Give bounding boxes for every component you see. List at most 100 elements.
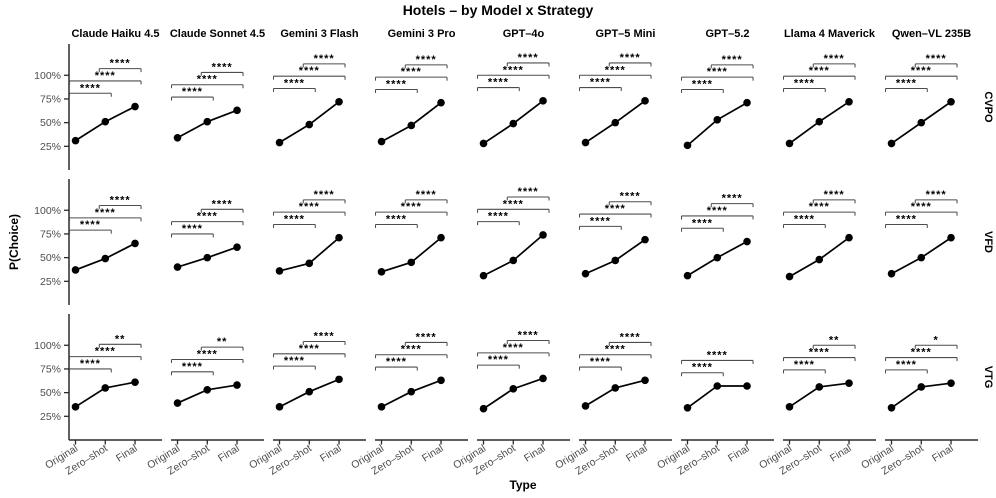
data-point [887,269,896,278]
facet-title: Claude Sonnet 4.5 [170,28,265,40]
sig-label: **** [386,356,407,368]
data-point [407,387,416,396]
sig-label: **** [110,195,131,207]
data-point [683,141,692,150]
x-tick-label: Final [828,442,854,464]
sig-label: **** [488,354,509,366]
data-point [305,120,314,129]
sig-label: **** [926,189,947,201]
facet-title: GPT–4o [503,28,545,40]
facet-title: Claude Haiku 4.5 [71,28,159,40]
data-point [275,138,284,147]
sig-label: **** [416,54,437,66]
trend-line [483,234,544,277]
sig-label: **** [692,78,713,90]
data-point [539,97,547,105]
data-point [173,263,182,271]
sig-label: ** [217,336,228,348]
data-point [233,381,241,389]
data-point [509,385,518,393]
x-tick-label: Final [726,442,752,464]
sig-label: **** [284,355,305,367]
sig-label: **** [284,213,305,225]
facet-title: Llama 4 Maverick [784,28,876,40]
data-point [845,97,853,106]
data-point [641,376,649,385]
data-point [611,118,620,127]
sig-label: **** [809,201,830,213]
sig-label: **** [605,64,626,76]
data-point [947,379,955,387]
data-point [173,399,182,407]
sig-label: **** [620,331,641,343]
row-strip-label: VFD [982,231,994,253]
y-tick-label: 25% [40,411,61,423]
sig-label: **** [605,203,626,215]
trend-line [381,237,442,273]
data-point [479,404,488,413]
data-point [917,118,926,127]
data-point [131,102,139,111]
facet-title: Qwen–VL 235B [892,28,971,40]
data-point [479,271,488,280]
sig-label: **** [809,347,830,359]
sig-label: **** [182,223,203,235]
y-tick-label: 100% [34,340,61,352]
data-point [305,387,314,396]
sig-label: **** [299,201,320,213]
data-point [173,133,182,142]
y-tick-label: 50% [40,117,61,129]
sig-label: **** [620,191,641,203]
y-tick-label: 50% [40,387,61,399]
facet-title: GPT–5.2 [705,28,749,40]
trend-line [686,101,748,147]
sig-label: **** [386,213,407,225]
sig-label: **** [503,198,524,210]
sig-label: **** [95,207,116,219]
sig-label: **** [794,359,815,371]
sig-label: ** [115,333,126,345]
sig-label: **** [707,205,728,217]
data-point [335,97,343,106]
y-tick-label: 50% [40,252,61,264]
data-point [887,139,896,148]
data-point [785,272,794,281]
y-tick-label: 75% [40,363,61,375]
data-point [407,121,416,130]
row-strip-label: CVPO [982,91,994,123]
sig-label: **** [911,201,932,213]
sig-label: **** [80,82,101,94]
sig-label: ** [829,334,840,346]
facet-title: Gemini 3 Flash [280,28,359,40]
y-tick-label: 25% [40,141,61,153]
data-point [101,254,110,263]
data-point [275,267,284,275]
facet-title: Gemini 3 Pro [388,28,456,40]
sig-label: **** [809,65,830,77]
data-point [743,98,751,107]
sig-label: **** [707,66,728,78]
sig-label: **** [212,61,233,73]
sig-label: **** [692,217,713,229]
data-point [683,403,692,412]
sig-label: **** [401,66,422,78]
sig-label: **** [314,53,335,65]
sig-label: **** [314,330,335,342]
data-point [233,243,241,252]
data-point [275,403,284,411]
sig-label: **** [197,348,218,360]
y-tick-label: 75% [40,93,61,105]
data-point [785,139,794,148]
data-point [377,137,386,146]
data-point [713,382,722,390]
data-point [437,376,445,385]
sig-label: **** [488,77,509,89]
x-tick-label: Final [114,442,140,464]
x-tick-label: Final [522,442,548,464]
data-point [683,271,692,280]
sig-label: **** [503,342,524,354]
data-point [377,403,386,411]
sig-label: **** [590,215,611,227]
y-tick-label: 75% [40,228,61,240]
